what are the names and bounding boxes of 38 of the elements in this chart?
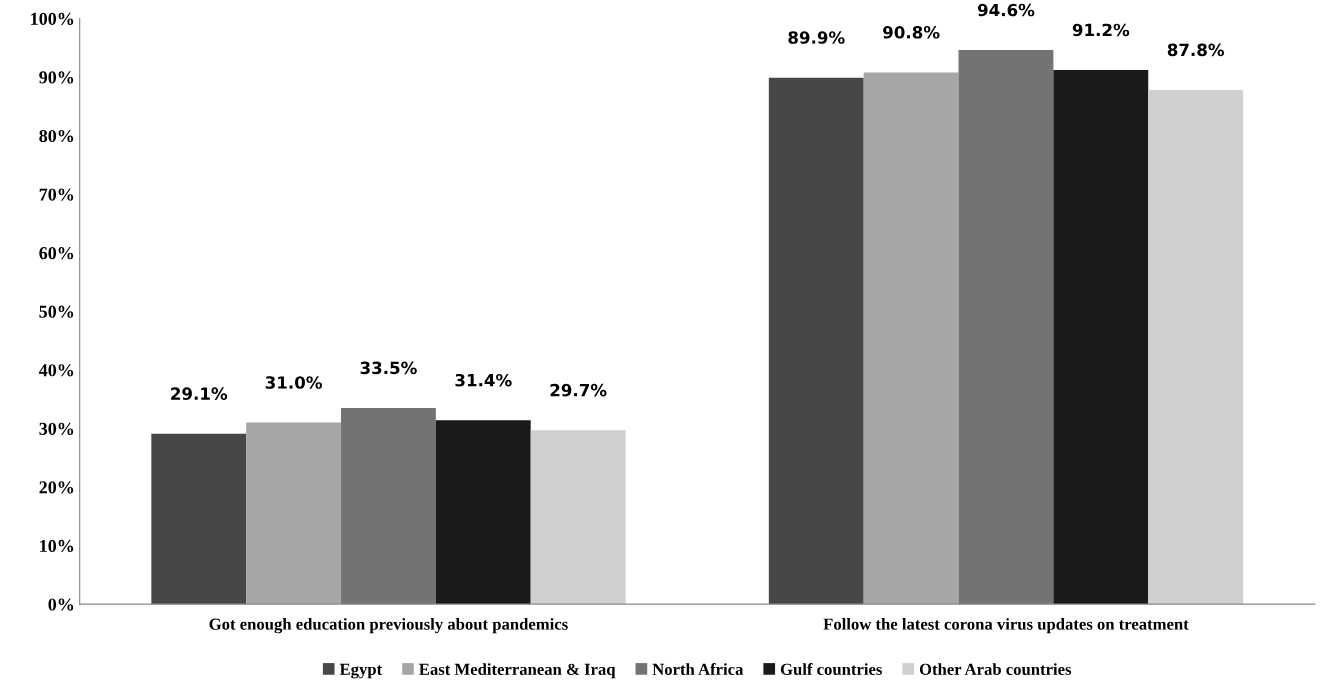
- data-label: 29.7%: [550, 383, 607, 397]
- data-label: 33.5%: [360, 361, 417, 375]
- bar: [435, 420, 531, 605]
- legend-label: Egypt: [339, 663, 383, 679]
- legend-label: East Mediterranean & Iraq: [419, 663, 616, 679]
- legend-label: Other Arab countries: [919, 663, 1072, 675]
- data-label: 31.4%: [455, 373, 512, 387]
- y-tick-label: 50%: [39, 305, 74, 318]
- data-label: 94.6%: [977, 3, 1035, 17]
- data-label: 90.8%: [883, 25, 940, 39]
- y-tick-label: 90%: [39, 71, 74, 84]
- bar: [863, 72, 959, 605]
- data-label: 29.1%: [171, 387, 228, 400]
- data-label: 87.8%: [1167, 43, 1225, 57]
- data-label: 89.9%: [788, 31, 845, 44]
- y-tick-label: 40%: [38, 364, 74, 377]
- bar: [151, 433, 247, 605]
- bar: [246, 422, 342, 605]
- x-tick-label: Got enough education previously about pandemics: [209, 618, 568, 634]
- x-tick-label: Follow the latest corona virus updates on treatment: [823, 618, 1189, 634]
- bar: [958, 50, 1054, 605]
- bar: [341, 407, 436, 605]
- y-tick-label: 70%: [39, 188, 74, 201]
- y-tick-label: 60%: [39, 247, 74, 260]
- bar: [1053, 70, 1149, 605]
- y-tick-label: 10%: [40, 539, 74, 553]
- y-tick-label: 30%: [39, 422, 74, 435]
- data-label: 91.2%: [1072, 23, 1130, 37]
- bar: [530, 430, 626, 605]
- bar: [768, 77, 864, 605]
- y-tick-label: 0%: [48, 598, 74, 611]
- bar: [1148, 89, 1244, 605]
- y-tick-label: 100%: [31, 12, 74, 25]
- y-tick-label: 80%: [39, 129, 74, 143]
- y-tick-label: 20%: [39, 481, 74, 494]
- legend-label: North Africa: [652, 663, 744, 675]
- data-label: 31.0%: [265, 376, 322, 389]
- legend-label: Gulf countries: [780, 663, 882, 675]
